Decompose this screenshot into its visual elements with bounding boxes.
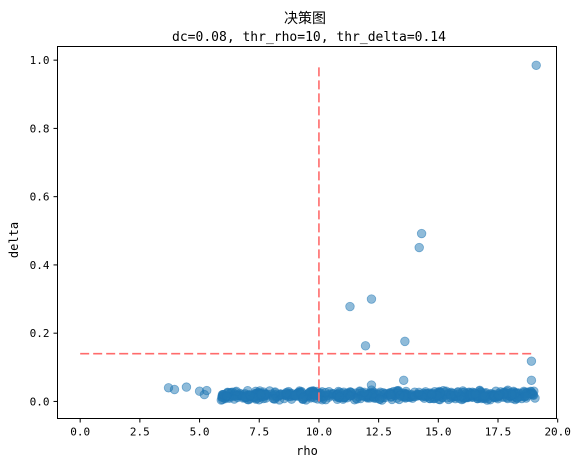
data-point <box>366 294 377 304</box>
data-point <box>479 391 490 401</box>
threshold-lines-layer <box>80 65 532 402</box>
chart-title: 决策图 <box>284 10 326 27</box>
data-point <box>386 389 396 400</box>
data-point <box>398 375 409 385</box>
data-point <box>493 390 504 401</box>
data-point <box>507 389 517 400</box>
data-point <box>395 390 405 400</box>
data-point <box>245 390 255 401</box>
data-point <box>181 382 192 392</box>
x-tick-label: 0.0 <box>70 426 90 439</box>
data-point <box>345 301 355 312</box>
data-point <box>229 394 239 404</box>
data-point <box>414 242 424 253</box>
data-point <box>199 389 210 400</box>
data-point <box>531 60 541 70</box>
data-point <box>446 390 456 400</box>
data-point <box>366 380 377 390</box>
data-point <box>334 392 345 402</box>
x-tick-label: 12.5 <box>365 426 392 439</box>
x-tick-label: 17.5 <box>485 426 512 439</box>
data-point <box>416 228 427 239</box>
x-axis-ticks: 0.0 2.5 5.0 7.5 10.0 12.5 15.0 17.5 20.0 <box>70 418 571 439</box>
plot-frame <box>57 46 557 419</box>
y-tick-label: 0.4 <box>30 259 50 272</box>
x-tick-label: 5.0 <box>190 426 210 439</box>
x-tick-label: 10.0 <box>306 426 333 439</box>
x-tick-label: 2.5 <box>130 426 150 439</box>
data-point <box>360 341 371 351</box>
data-point <box>169 384 180 395</box>
x-tick-label: 7.5 <box>249 426 269 439</box>
data-point <box>256 389 266 400</box>
x-axis-label: rho <box>296 444 318 458</box>
data-point <box>359 387 370 397</box>
y-tick-label: 0.0 <box>30 395 50 408</box>
data-point <box>221 391 232 401</box>
data-point <box>281 388 291 399</box>
chart-subtitle: dc=0.08, thr_rho=10, thr_delta=0.14 <box>172 30 446 45</box>
data-point <box>400 336 410 347</box>
data-point <box>298 392 309 402</box>
y-axis-ticks: 0.0 0.2 0.4 0.6 0.8 1.0 <box>30 54 58 408</box>
data-point <box>320 387 331 398</box>
y-tick-label: 0.8 <box>30 122 50 135</box>
y-axis-label: delta <box>7 222 21 258</box>
data-point <box>526 356 537 366</box>
data-point <box>374 394 385 404</box>
data-point <box>526 375 537 385</box>
y-tick-label: 1.0 <box>30 54 50 67</box>
data-point <box>414 387 424 398</box>
y-tick-label: 0.6 <box>30 191 50 204</box>
data-point <box>470 389 480 399</box>
y-tick-label: 0.2 <box>30 327 50 340</box>
data-point <box>269 394 279 404</box>
x-tick-label: 20.0 <box>544 426 571 439</box>
data-point <box>345 391 355 401</box>
x-tick-label: 15.0 <box>425 426 452 439</box>
data-point <box>530 393 540 403</box>
data-point <box>426 389 437 400</box>
scatter-points-layer <box>163 60 541 405</box>
